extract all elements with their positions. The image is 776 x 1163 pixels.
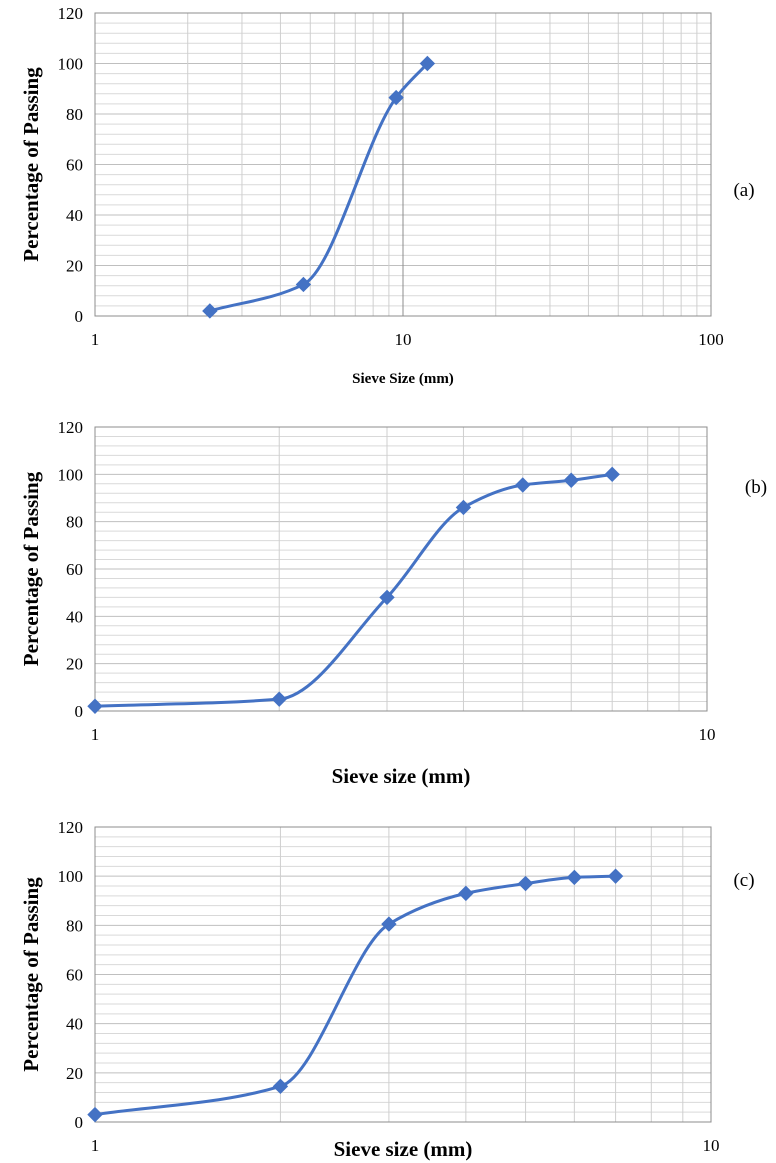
y-tick-label: 100 bbox=[58, 867, 84, 886]
panel-label: (b) bbox=[745, 477, 767, 498]
x-tick-label: 100 bbox=[698, 330, 724, 349]
panel-label: (a) bbox=[733, 180, 754, 201]
y-axis-label: Percentage of Passing bbox=[19, 67, 43, 262]
y-tick-label: 0 bbox=[75, 1113, 84, 1132]
y-tick-label: 60 bbox=[66, 560, 83, 579]
x-tick-label: 10 bbox=[699, 725, 716, 744]
panel-label: (c) bbox=[733, 870, 754, 891]
y-tick-label: 60 bbox=[66, 156, 83, 175]
data-point-marker bbox=[607, 868, 624, 884]
x-tick-label: 1 bbox=[91, 725, 100, 744]
y-tick-label: 40 bbox=[66, 607, 83, 626]
y-tick-label: 20 bbox=[66, 257, 83, 276]
data-point-marker bbox=[604, 466, 620, 483]
data-point-marker bbox=[419, 55, 436, 72]
y-tick-label: 60 bbox=[66, 966, 83, 985]
x-tick-label: 10 bbox=[703, 1136, 720, 1155]
y-tick-label: 20 bbox=[66, 655, 83, 674]
x-axis-label: Sieve size (mm) bbox=[334, 1137, 473, 1161]
data-point-marker bbox=[295, 276, 312, 293]
y-tick-label: 20 bbox=[66, 1064, 83, 1083]
x-axis-label: Sieve Size (mm) bbox=[352, 371, 454, 387]
chart-panel-3: 0 20 40 60 80 100 120 1 10 Sieve size (mm) Percent… bbox=[19, 818, 755, 1161]
y-tick-label: 120 bbox=[58, 418, 84, 437]
x-tick-label: 1 bbox=[91, 330, 100, 349]
y-tick-label: 80 bbox=[66, 105, 83, 124]
chart-panel-2: 0 20 40 60 80 100 120 1 10 Sieve size (mm) Percent… bbox=[19, 418, 767, 788]
y-tick-label: 40 bbox=[66, 1015, 83, 1034]
series-line bbox=[208, 62, 429, 313]
data-point-marker bbox=[566, 869, 583, 886]
x-tick-label: 1 bbox=[91, 1136, 100, 1155]
plot-frame bbox=[94, 826, 712, 1123]
data-point-marker bbox=[455, 499, 472, 516]
y-tick-label: 0 bbox=[75, 702, 84, 721]
plot-frame bbox=[94, 426, 708, 712]
series-line bbox=[93, 874, 618, 1117]
data-point-marker bbox=[563, 472, 579, 488]
data-point-marker bbox=[515, 477, 531, 493]
data-point-marker bbox=[388, 89, 404, 106]
data-point-marker bbox=[87, 698, 103, 714]
y-tick-label: 80 bbox=[66, 513, 83, 532]
data-point-marker bbox=[381, 916, 397, 932]
data-point-marker bbox=[379, 589, 395, 606]
x-axis-label: Sieve size (mm) bbox=[332, 764, 471, 788]
data-point-marker bbox=[458, 885, 474, 902]
data-point-marker bbox=[517, 875, 534, 892]
y-tick-label: 120 bbox=[58, 4, 84, 23]
data-point-marker bbox=[87, 1106, 103, 1123]
y-tick-label: 120 bbox=[58, 818, 84, 837]
y-tick-label: 100 bbox=[58, 55, 84, 74]
y-axis-label: Percentage of Passing bbox=[19, 877, 43, 1072]
y-tick-label: 100 bbox=[58, 465, 84, 484]
data-point-marker bbox=[272, 1078, 289, 1095]
data-point-marker bbox=[202, 303, 218, 319]
series-line bbox=[93, 472, 614, 708]
y-tick-label: 40 bbox=[66, 206, 83, 225]
x-tick-label: 10 bbox=[395, 330, 412, 349]
y-tick-label: 80 bbox=[66, 916, 83, 935]
y-axis-label: Percentage of Passing bbox=[19, 471, 43, 666]
y-tick-label: 0 bbox=[75, 307, 84, 326]
data-point-marker bbox=[271, 691, 287, 707]
plot-frame bbox=[94, 12, 712, 317]
